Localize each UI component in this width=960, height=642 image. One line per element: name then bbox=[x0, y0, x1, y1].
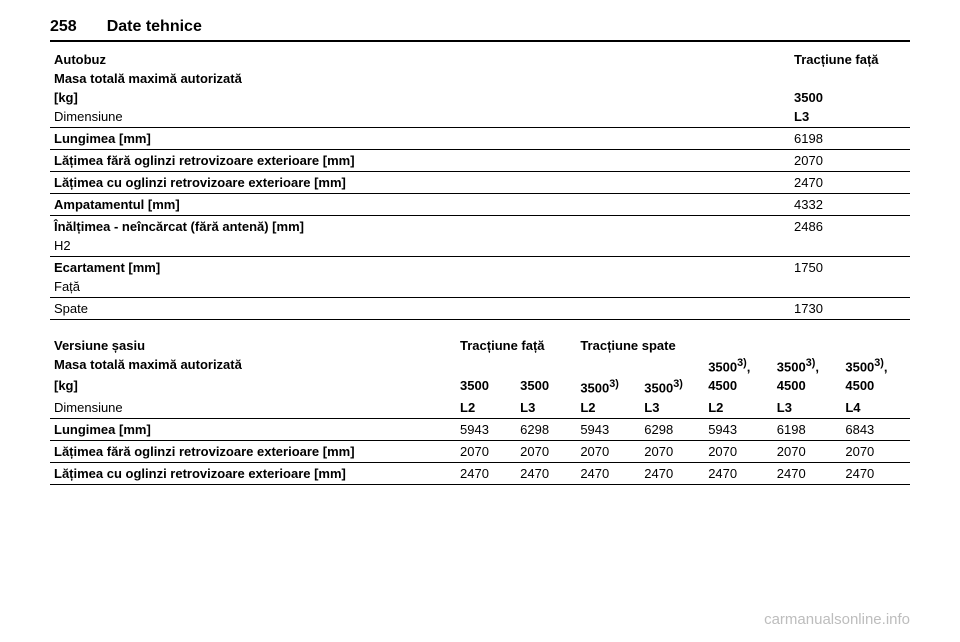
t2-row-label: Lățimea fără oglinzi retrovizoare exteri… bbox=[50, 440, 456, 462]
t1-row-value: 4332 bbox=[790, 194, 910, 216]
t2-mass-value: 4500 bbox=[841, 376, 910, 397]
t2-mass-label1: Masa totală maximă autorizată bbox=[50, 355, 456, 376]
t2-row-value: 2070 bbox=[841, 440, 910, 462]
t2-row-value: 2470 bbox=[773, 462, 842, 484]
t2-row-value: 2070 bbox=[456, 440, 516, 462]
t2-dim-value: L3 bbox=[773, 398, 842, 419]
t2-mass-top-5: 35003), bbox=[773, 355, 842, 376]
t1-mass-label1: Masa totală maximă autorizată bbox=[50, 69, 790, 88]
t2-row-value: 2470 bbox=[640, 462, 704, 484]
header-rule bbox=[50, 40, 910, 42]
t1-row-label: Lungimea [mm] bbox=[50, 128, 790, 150]
t2-heading-rear: Tracțiune spate bbox=[576, 336, 910, 355]
t2-mass-top-4: 35003), bbox=[704, 355, 773, 376]
t2-mass-label2: [kg] bbox=[50, 376, 456, 397]
t1-track-front-label: Față bbox=[50, 277, 790, 298]
t2-row-value: 2470 bbox=[704, 462, 773, 484]
t2-dim-value: L2 bbox=[704, 398, 773, 419]
t2-row-value: 2470 bbox=[516, 462, 576, 484]
t1-row-value: 2470 bbox=[790, 172, 910, 194]
t2-row-value: 6298 bbox=[640, 418, 704, 440]
t2-dim-value: L4 bbox=[841, 398, 910, 419]
t2-heading-front: Tracțiune față bbox=[456, 336, 576, 355]
t1-height-label: Înălțimea - neîncărcat (fără antenă) [mm… bbox=[50, 216, 790, 237]
t2-mass-top-6: 35003), bbox=[841, 355, 910, 376]
t1-track-rear-label: Spate bbox=[50, 298, 790, 320]
t2-dim-value: L3 bbox=[640, 398, 704, 419]
t1-row-label: Ampatamentul [mm] bbox=[50, 194, 790, 216]
t2-row-label: Lungimea [mm] bbox=[50, 418, 456, 440]
t2-mass-value: 4500 bbox=[773, 376, 842, 397]
t2-mass-value: 35003) bbox=[576, 376, 640, 397]
t1-row-label: Lățimea cu oglinzi retrovizoare exterioa… bbox=[50, 172, 790, 194]
t2-mass-value: 35003) bbox=[640, 376, 704, 397]
t1-row-label: Lățimea fără oglinzi retrovizoare exteri… bbox=[50, 150, 790, 172]
t2-mass-value: 3500 bbox=[456, 376, 516, 397]
t1-heading-left: Autobuz bbox=[50, 50, 790, 69]
t2-row-value: 2070 bbox=[516, 440, 576, 462]
watermark: carmanualsonline.info bbox=[764, 611, 910, 628]
t2-row-value: 2070 bbox=[773, 440, 842, 462]
t2-dim-value: L2 bbox=[456, 398, 516, 419]
page-number: 258 bbox=[50, 18, 77, 36]
t2-mass-value: 3500 bbox=[516, 376, 576, 397]
t1-mass-label2: [kg] bbox=[50, 88, 790, 107]
t2-row-value: 2470 bbox=[456, 462, 516, 484]
t1-height-value: 2486 bbox=[790, 216, 910, 237]
t2-dim-label: Dimensiune bbox=[50, 398, 456, 419]
t1-dim-label: Dimensiune bbox=[50, 107, 790, 128]
t2-dim-value: L2 bbox=[576, 398, 640, 419]
t2-row-value: 6198 bbox=[773, 418, 842, 440]
t2-row-value: 5943 bbox=[704, 418, 773, 440]
t1-track-rear-value: 1730 bbox=[790, 298, 910, 320]
section-title: Date tehnice bbox=[107, 18, 202, 36]
t1-track-front-value: 1750 bbox=[790, 257, 910, 278]
t2-row-value: 2470 bbox=[576, 462, 640, 484]
t2-row-value: 6298 bbox=[516, 418, 576, 440]
t1-mass-value: 3500 bbox=[790, 88, 910, 107]
t2-dim-value: L3 bbox=[516, 398, 576, 419]
t1-heading-right: Tracțiune față bbox=[790, 50, 910, 69]
t1-track-label: Ecartament [mm] bbox=[50, 257, 790, 278]
autobuz-table: Autobuz Tracțiune față Masa totală maxim… bbox=[50, 50, 910, 320]
t1-height-sub: H2 bbox=[50, 236, 790, 257]
t1-row-value: 2070 bbox=[790, 150, 910, 172]
t2-mass-value: 4500 bbox=[704, 376, 773, 397]
t2-row-label: Lățimea cu oglinzi retrovizoare exterioa… bbox=[50, 462, 456, 484]
t2-row-value: 5943 bbox=[456, 418, 516, 440]
sasiu-table: Versiune șasiu Tracțiune față Tracțiune … bbox=[50, 336, 910, 485]
t2-row-value: 6843 bbox=[841, 418, 910, 440]
t2-row-value: 5943 bbox=[576, 418, 640, 440]
t2-row-value: 2070 bbox=[576, 440, 640, 462]
t2-heading-left: Versiune șasiu bbox=[50, 336, 456, 355]
t2-row-value: 2070 bbox=[640, 440, 704, 462]
t1-row-value: 6198 bbox=[790, 128, 910, 150]
t2-row-value: 2470 bbox=[841, 462, 910, 484]
t1-dim-value: L3 bbox=[790, 107, 910, 128]
t2-row-value: 2070 bbox=[704, 440, 773, 462]
